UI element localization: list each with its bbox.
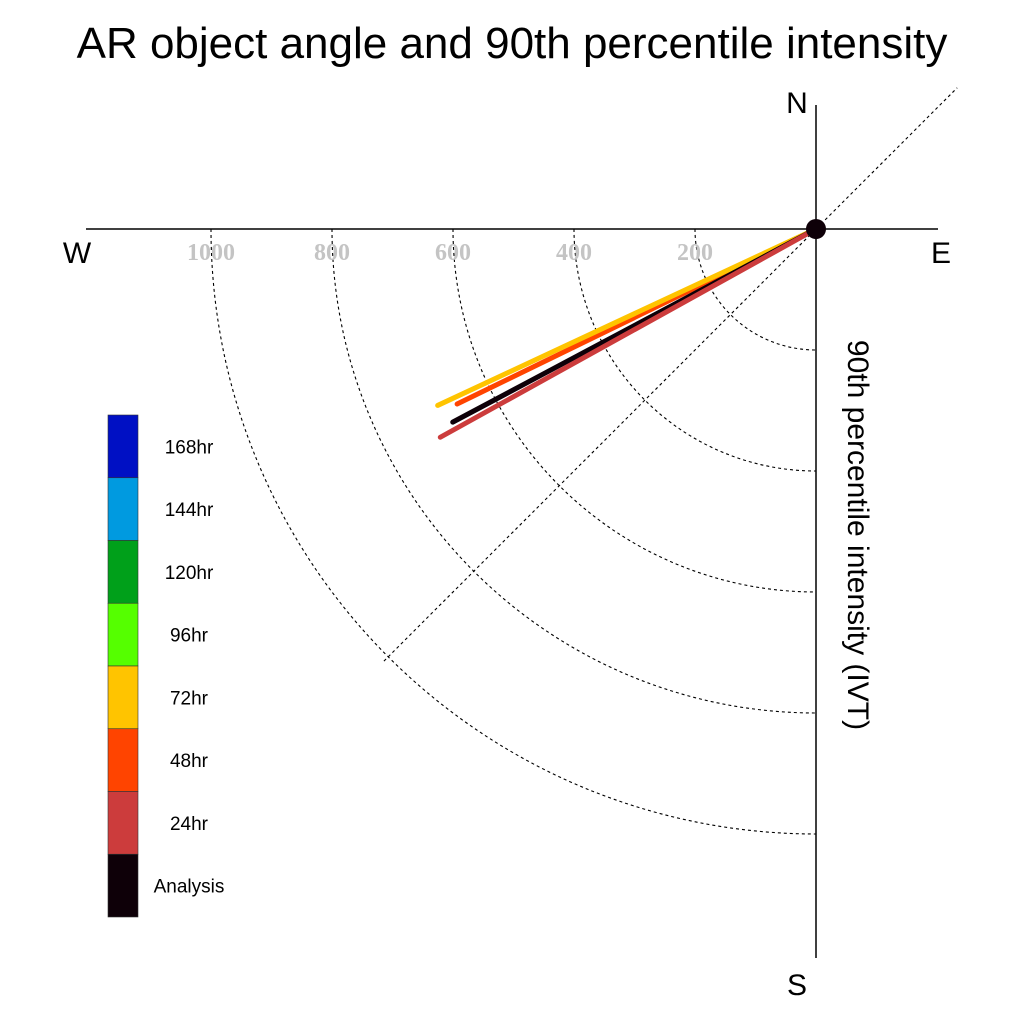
legend-swatch [107,665,139,730]
radial-tick-label: 800 [314,240,350,266]
vector-72hr [435,226,819,408]
origin-marker [806,219,826,239]
legend-swatch [107,477,139,541]
compass-north: N [786,87,808,120]
legend-label: 120hr [165,563,214,584]
legend-swatch [107,728,139,792]
legend-swatch [107,791,139,855]
compass-west: W [63,237,92,270]
legend-label: 144hr [165,500,214,521]
series-vectors [435,226,819,440]
legend-swatch [107,414,139,479]
legend-label: 24hr [170,814,209,835]
legend-label: 96hr [170,626,209,647]
grid [210,87,958,835]
legend-swatch [107,853,139,918]
radial-tick-label: 600 [435,240,471,266]
y-axis-label: 90th percentile intensity (IVT) [841,340,874,730]
radial-tick-label: 200 [677,240,713,266]
legend: 168hr 144hr 120hr 96hr 72hr 48hr 24hr Analysis [107,414,225,918]
legend-swatch [107,540,139,604]
legend-label: 72hr [170,688,209,709]
legend-label: 48hr [170,751,209,772]
grid-arc-1 [573,228,817,472]
legend-swatch [107,602,139,667]
legend-label: 168hr [165,437,214,458]
grid-arc-0 [694,228,817,351]
legend-label: Analysis [154,877,225,898]
radial-tick-label: 400 [556,240,592,266]
compass-south: S [787,969,807,1002]
radial-tick-labels: 200 400 600 800 1000 [187,240,713,266]
radial-tick-label: 1000 [187,240,235,266]
chart-title: AR object angle and 90th percentile inte… [77,19,948,68]
compass-east: E [931,237,951,270]
vector-24hr [437,226,819,440]
grid-arc-3 [331,228,817,714]
